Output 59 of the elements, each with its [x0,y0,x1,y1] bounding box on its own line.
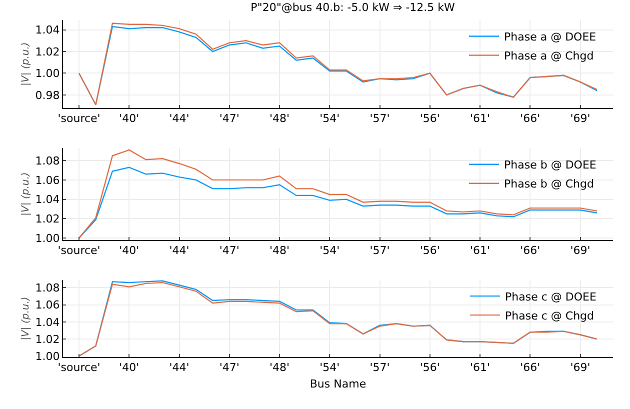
x-tick-label: '66' [520,112,540,126]
y-tick-label: 1.00 [35,67,60,80]
x-tick-label: '57' [370,361,390,374]
x-tick-label: '69' [570,361,590,374]
legend-label: Phase b @ Chgd [504,178,594,191]
x-tick-label: 'source' [58,361,100,374]
x-tick-label: '48' [269,244,290,258]
line-series [78,149,598,239]
x-tick-label: '40' [119,112,140,126]
legend-label: Phase c @ DOEE [505,290,596,304]
x-tick-label: '69' [570,112,590,126]
x-tick-label: '44' [169,361,190,374]
x-tick-label: '69' [570,244,590,258]
x-tick-label: '47' [219,361,240,374]
x-tick-label: '61' [470,244,490,258]
y-tick-label: 1.04 [35,193,60,206]
y-tick-label: 1.04 [35,316,60,329]
y-axis-title: |V| (p.u.) [20,296,32,340]
y-axis-title: |V| (p.u.) [20,172,32,216]
x-tick-label: '61' [470,361,490,374]
y-tick-label: 1.06 [35,298,60,312]
chart-title: P"20"@bus 40.b: -5.0 kW ⇒ -12.5 kW [250,1,456,14]
y-tick-label: 1.08 [35,154,60,168]
x-tick-label: 'source' [58,112,100,126]
x-tick-label: '61' [470,112,490,126]
legend-label: Phase a @ Chgd [504,50,594,63]
x-tick-label: '40' [119,244,140,258]
x-tick-label: '66' [520,361,540,374]
x-tick-label: '54' [320,112,340,126]
y-tick-label: 1.02 [35,45,60,58]
x-tick-label: '47' [219,244,240,258]
x-tick-label: '56' [420,244,440,258]
legend-label: Phase c @ Chgd [505,309,594,322]
x-tick-label: '48' [269,112,290,126]
x-tick-label: '56' [420,361,440,374]
legend-label: Phase b @ DOEE [504,158,596,172]
x-tick-label: '57' [370,244,390,258]
y-tick-label: 1.06 [35,174,60,187]
y-tick-label: 1.02 [35,332,60,346]
y-tick-label: 1.00 [35,350,60,363]
y-tick-label: 0.98 [35,88,60,102]
x-tick-label: 'source' [58,244,100,258]
x-tick-label: '54' [320,361,340,374]
y-tick-label: 1.00 [35,232,60,245]
legend-label: Phase a @ DOEE [504,30,596,44]
y-tick-label: 1.08 [35,282,60,295]
x-tick-label: '40' [119,361,140,374]
y-tick-label: 1.02 [35,212,60,226]
x-tick-label: '47' [219,112,240,126]
y-tick-label: 1.04 [35,24,60,37]
y-axis-title: |V| (p.u.) [20,42,32,86]
x-axis-title: Bus Name [310,377,366,390]
x-tick-label: '44' [169,244,190,258]
x-tick-label: '66' [520,244,540,258]
x-tick-label: '56' [420,112,440,126]
x-tick-label: '57' [370,112,390,126]
x-tick-label: '44' [169,112,190,126]
x-tick-label: '54' [320,244,340,258]
x-tick-label: '48' [269,361,290,374]
